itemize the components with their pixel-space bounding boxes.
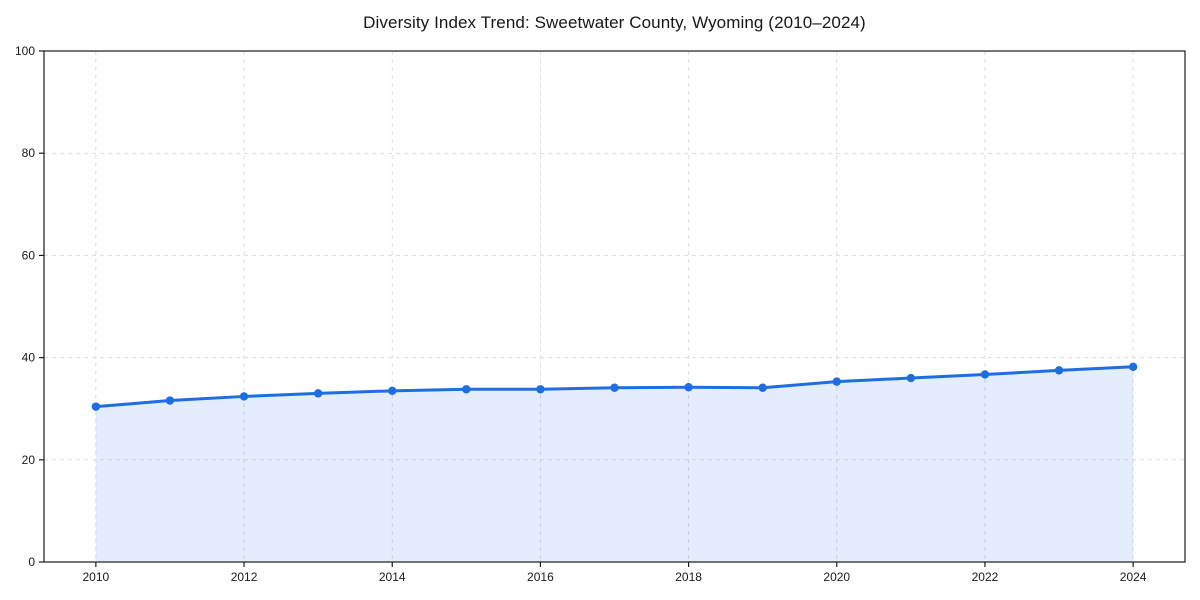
data-point-marker (313, 389, 323, 398)
x-tick-label: 2012 (231, 570, 258, 584)
x-tick-label: 2010 (83, 570, 110, 584)
y-tick-label: 60 (22, 248, 36, 262)
x-tick-label: 2016 (527, 570, 554, 584)
x-tick-label: 2018 (675, 570, 702, 584)
data-point-marker (1128, 362, 1138, 371)
y-tick-label: 80 (22, 146, 36, 160)
y-tick-label: 100 (15, 44, 35, 58)
data-point-marker (758, 383, 767, 392)
data-point-marker (536, 385, 545, 394)
data-point-marker (684, 383, 693, 392)
data-point-marker (906, 373, 916, 383)
series-area-fill (95, 366, 1134, 562)
data-point-marker (91, 402, 101, 411)
x-tick-label: 2024 (1120, 570, 1147, 584)
data-point-marker (388, 386, 397, 396)
chart-title: Diversity Index Trend: Sweetwater County… (363, 13, 866, 32)
data-point-marker (165, 396, 175, 405)
y-tick-label: 20 (22, 453, 36, 467)
data-point-marker (980, 370, 990, 379)
y-tick-label: 0 (28, 555, 35, 569)
data-point-marker (239, 392, 249, 401)
data-point-marker (832, 377, 841, 386)
data-point-marker (610, 383, 619, 392)
x-tick-label: 2022 (972, 570, 999, 584)
x-tick-label: 2014 (379, 570, 406, 584)
y-tick-label: 40 (22, 351, 36, 365)
data-point-marker (462, 385, 471, 394)
data-point-marker (1054, 366, 1064, 375)
x-tick-label: 2020 (823, 570, 850, 584)
axes-spines (43, 50, 1186, 563)
